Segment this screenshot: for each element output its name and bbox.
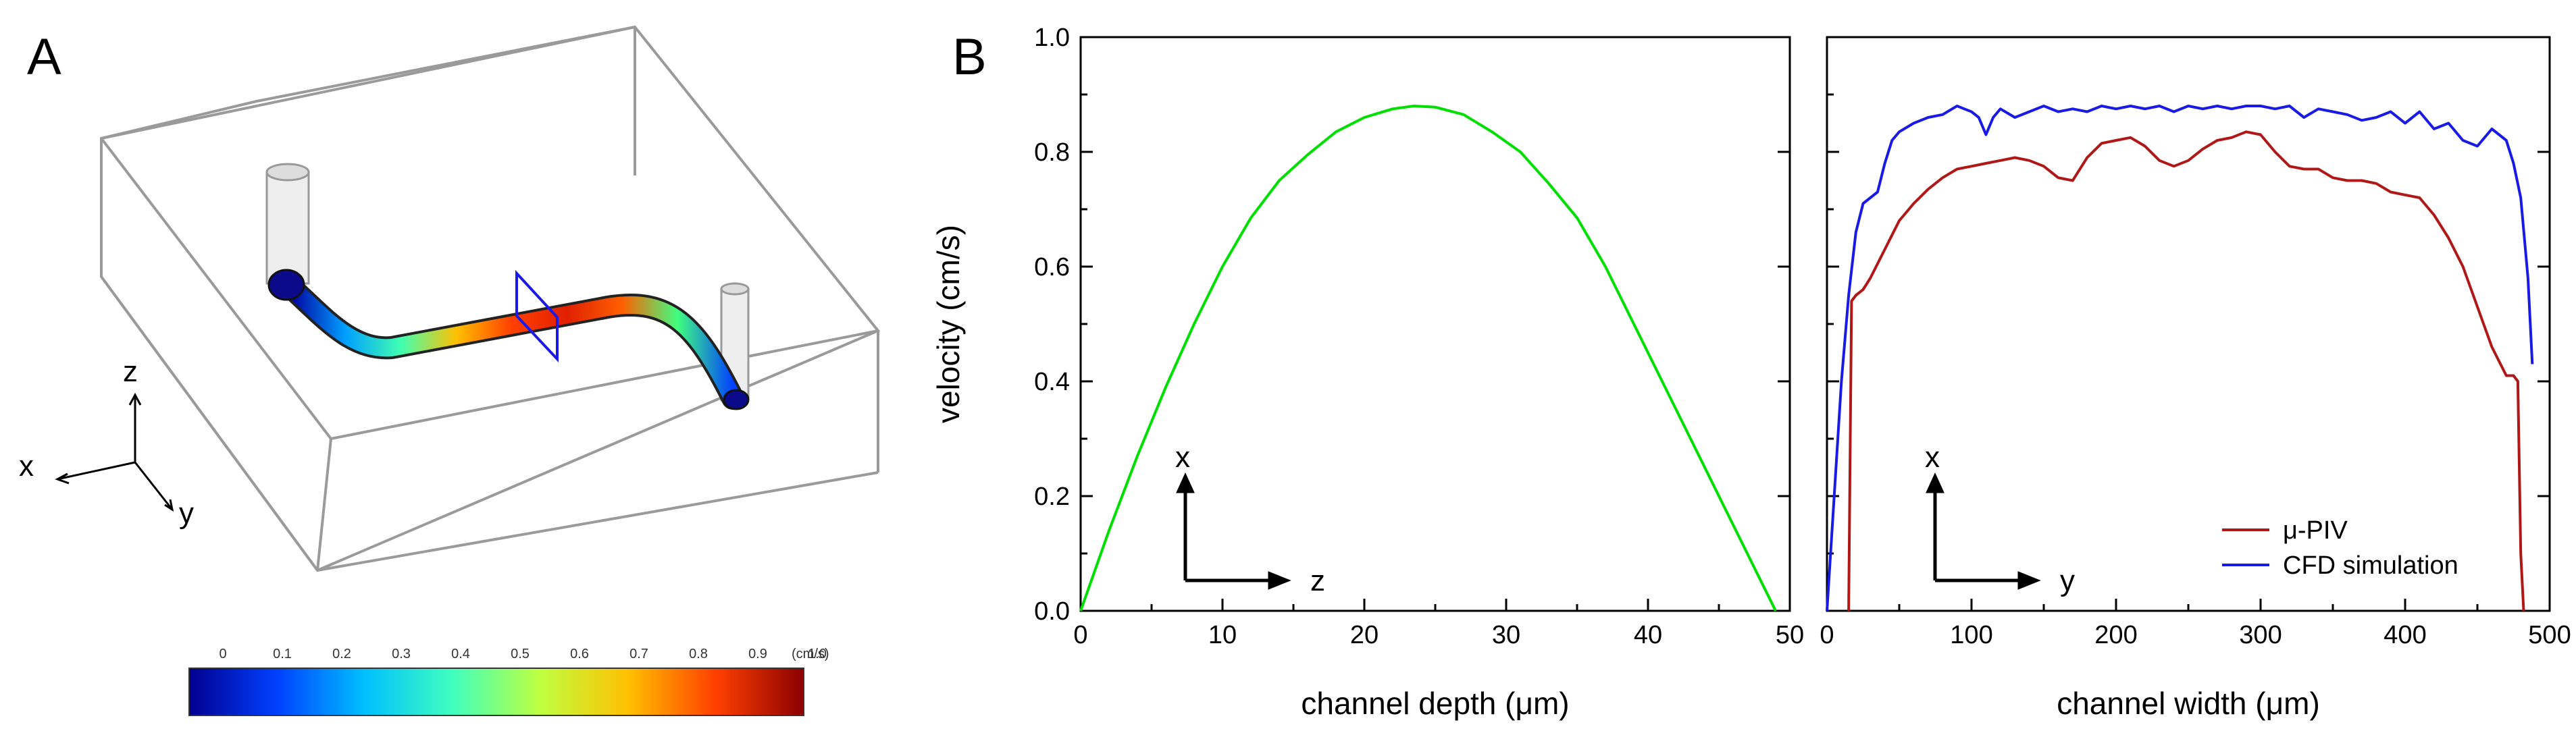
depth-y-tick-label: 0.8: [1034, 138, 1070, 167]
depth-x-tick-label: 40: [1634, 621, 1662, 649]
outlet-top: [720, 282, 750, 296]
y-axis-line: [134, 462, 174, 510]
depth-horizontal-arrowhead: [1268, 571, 1291, 590]
depth-x-tick-label: 50: [1776, 621, 1804, 649]
x-axis-arrowhead: [55, 472, 70, 485]
depth-vertical-arrowhead: [1176, 472, 1195, 493]
box-outline: [100, 25, 881, 572]
width-horizontal-arrowhead: [2017, 571, 2041, 590]
box-bottom-left-edge: [100, 275, 319, 572]
box-front-top-edge: [330, 329, 879, 440]
chart-width: 0 100 200 300 400 500 channel width (μm) x y …: [1820, 36, 2571, 721]
width-x-tick-label: 500: [2528, 621, 2571, 649]
inlet-opening: [267, 269, 305, 301]
x-axis-label: x: [19, 450, 34, 483]
measurement-plane: [515, 269, 559, 363]
legend-label-piv: μ-PIV: [2283, 516, 2348, 545]
width-series-line-1: [1826, 105, 2534, 612]
depth-y-tick-label: 0.6: [1034, 253, 1070, 281]
width-x-tick-label: 400: [2384, 621, 2426, 649]
width-x-tick-label: 200: [2094, 621, 2137, 649]
depth-orientation-arrows: [1176, 472, 1291, 590]
depth-y-tick-label: 0.4: [1034, 368, 1070, 396]
legend-label-cfd: CFD simulation: [2283, 551, 2458, 580]
depth-vertical-arrow-label: x: [1175, 441, 1190, 474]
box-back-edge: [101, 26, 636, 140]
legend: μ-PIV CFD simulation: [2222, 516, 2458, 580]
colorbar-tick-label: 1.0: [808, 647, 827, 661]
channel-velocity-field: [282, 278, 742, 407]
box-left-top-edge: [100, 137, 332, 440]
chart-depth-x-title: channel depth (μm): [1301, 686, 1569, 721]
panel-b-letter: B: [952, 28, 987, 86]
width-series-line-0: [1847, 130, 2525, 612]
box-front-vertical-edge: [316, 438, 332, 571]
depth-horizontal-arrow-label: z: [1310, 564, 1325, 597]
inlet-port: [265, 163, 310, 285]
colorbar-unit: (cm/s): [792, 647, 829, 661]
colorbar-tick-label: 0.5: [511, 647, 530, 661]
outlet-opening: [723, 389, 750, 410]
panel-a-letter: A: [27, 28, 61, 86]
width-x-tick-label: 300: [2239, 621, 2282, 649]
box-bottom-front-edge: [317, 471, 879, 572]
chart-depth-ticks: 0 10 20 30 40 50 0.0 0.2 0.4 0.6 0.8 1.0: [1034, 24, 1804, 649]
depth-y-tick-label: 1.0: [1034, 24, 1070, 52]
chart-depth: 0 10 20 30 40 50 0.0 0.2 0.4 0.6 0.8 1.0 velocity (…: [931, 24, 1804, 721]
inlet-cylinder: [265, 171, 310, 285]
width-vertical-arrow-label: x: [1925, 441, 1940, 474]
y-axis-title: velocity (cm/s): [931, 225, 966, 423]
colorbar: 0 0.1 0.2 0.3 0.4 0.5 0.6 0.7 0.8 0.9 1.0 (cm/s): [188, 647, 829, 716]
width-x-tick-label: 0: [1820, 621, 1834, 649]
colorbar-tick-label: 0.3: [392, 647, 411, 661]
panel-a: A: [19, 25, 881, 716]
depth-x-tick-label: 30: [1492, 621, 1520, 649]
chart-width-series: [1826, 105, 2534, 612]
width-vertical-arrowhead: [1926, 472, 1944, 493]
microchannel: [267, 269, 750, 410]
width-x-tick-label: 100: [1950, 621, 1992, 649]
chart-depth-series: [1079, 105, 1777, 612]
colorbar-tick-label: 0: [219, 647, 226, 661]
colorbar-bar: [188, 668, 804, 716]
colorbar-tick-label: 0.7: [629, 647, 648, 661]
colorbar-tick-label: 0.4: [451, 647, 470, 661]
colorbar-tick-label: 0.1: [273, 647, 292, 661]
depth-x-tick-label: 20: [1350, 621, 1379, 649]
x-axis-line: [57, 461, 136, 481]
width-horizontal-arrow-label: y: [2060, 564, 2075, 597]
y-axis-arrowhead: [164, 499, 174, 512]
panel-b: B 0 10 20 30 40 50 0.0 0.2 0.4 0.6 0.8 1.0 velocity…: [931, 24, 2571, 721]
width-orientation-arrows: [1926, 472, 2041, 590]
device-box: [100, 25, 881, 572]
depth-series-line-0: [1079, 105, 1777, 612]
colorbar-tick-label: 0.8: [689, 647, 708, 661]
z-axis-arrowhead: [128, 392, 142, 406]
depth-x-tick-label: 0: [1073, 621, 1087, 649]
inlet-top: [265, 163, 310, 182]
z-axis-label: z: [123, 355, 138, 388]
depth-x-tick-label: 10: [1208, 621, 1237, 649]
colorbar-ticks: 0 0.1 0.2 0.3 0.4 0.5 0.6 0.7 0.8 0.9 1.0: [219, 647, 826, 661]
depth-y-tick-label: 0.0: [1034, 597, 1070, 626]
y-axis-label: y: [179, 497, 194, 530]
depth-y-tick-label: 0.2: [1034, 483, 1070, 511]
chart-width-ticks: 0 100 200 300 400 500: [1820, 36, 2571, 649]
colorbar-tick-label: 0.9: [748, 647, 767, 661]
coordinate-axes: [55, 392, 174, 512]
colorbar-tick-label: 0.2: [332, 647, 351, 661]
chart-width-x-title: channel width (μm): [2057, 686, 2320, 721]
colorbar-tick-label: 0.6: [570, 647, 589, 661]
